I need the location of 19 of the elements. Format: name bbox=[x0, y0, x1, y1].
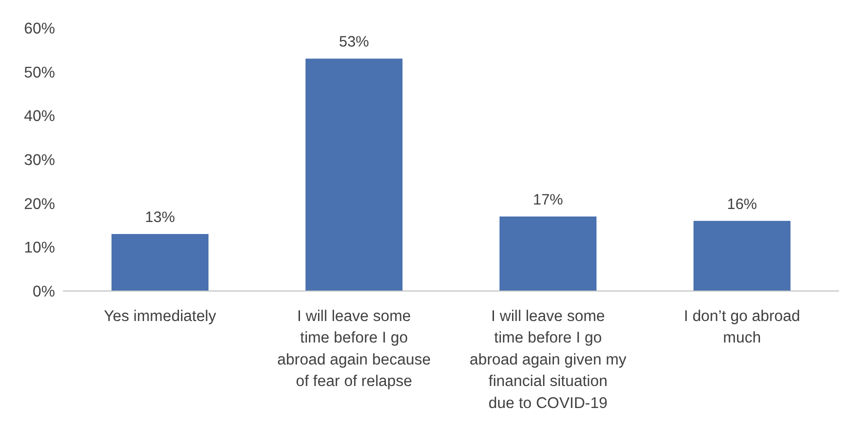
y-tick-label: 40% bbox=[24, 108, 56, 126]
y-tick-label: 0% bbox=[32, 284, 56, 301]
data-label: 16% bbox=[726, 196, 758, 213]
bar bbox=[500, 216, 596, 291]
bar bbox=[694, 220, 790, 291]
bar bbox=[112, 234, 208, 291]
bar bbox=[306, 58, 402, 291]
data-label: 17% bbox=[532, 191, 564, 208]
y-tick-label: 30% bbox=[24, 152, 56, 170]
y-tick-label: 10% bbox=[24, 240, 56, 257]
y-tick-label: 60% bbox=[24, 20, 56, 38]
y-tick-label: 50% bbox=[24, 64, 56, 82]
x-tick-label: I will leave some time before I go abroad again because of fear of relapse bbox=[277, 308, 431, 390]
x-tick-label: I will leave some time before I go abroad again given my financial situation due to COVID-19 bbox=[470, 308, 627, 412]
x-tick-label: Yes immediately bbox=[104, 308, 216, 325]
x-tick-label: I don’t go abroad much bbox=[684, 308, 800, 347]
y-tick-label: 20% bbox=[24, 196, 56, 213]
data-label: 13% bbox=[144, 209, 176, 226]
data-label: 53% bbox=[338, 34, 370, 51]
